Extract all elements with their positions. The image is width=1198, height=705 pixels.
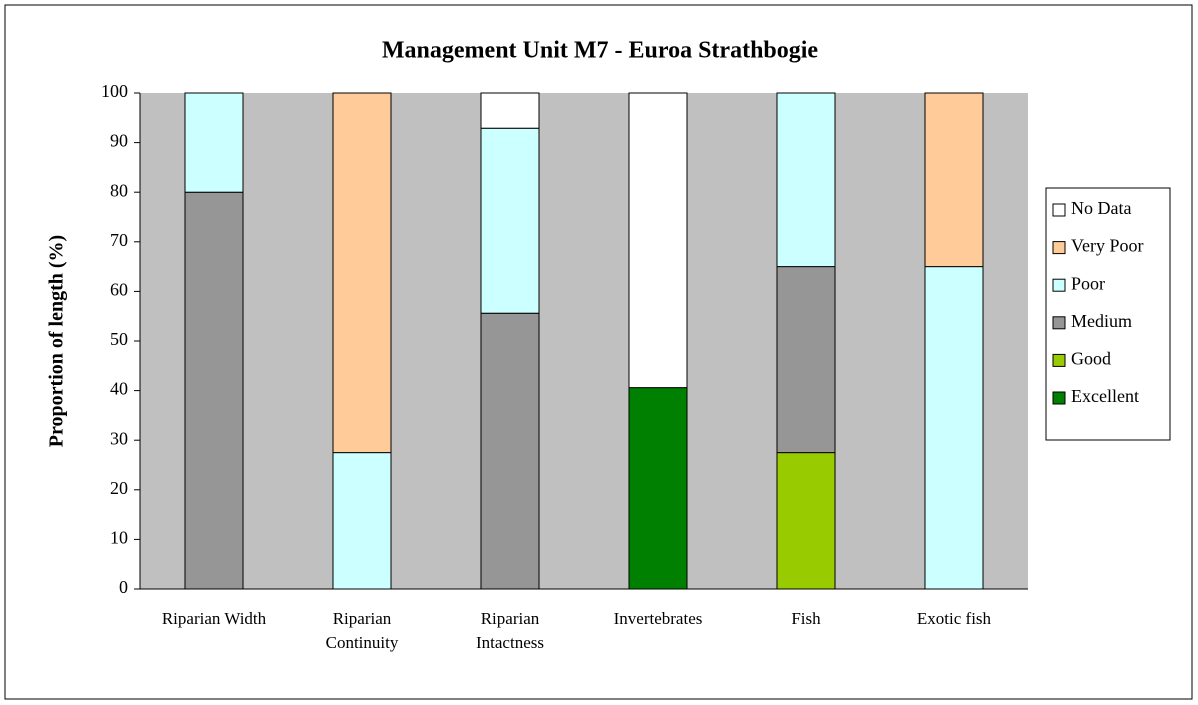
legend-label: Very Poor xyxy=(1071,236,1144,256)
bar-segment xyxy=(776,92,836,268)
bar-segment xyxy=(184,92,244,193)
y-tick-label: 0 xyxy=(119,577,128,597)
bar-segment xyxy=(776,266,836,454)
legend-swatch xyxy=(1052,316,1066,330)
chart-title: Management Unit M7 - Euroa Strathbogie xyxy=(382,38,819,64)
legend-label: Excellent xyxy=(1071,386,1139,406)
y-tick-label: 30 xyxy=(110,428,128,448)
legend-swatch xyxy=(1052,203,1066,217)
legend-swatch xyxy=(1052,353,1066,367)
bar-segment xyxy=(480,312,540,590)
x-tick-label: Riparian Width xyxy=(162,609,267,628)
legend-swatch xyxy=(1052,278,1066,292)
y-tick-label: 100 xyxy=(101,81,128,101)
x-tick-label: Fish xyxy=(791,609,821,628)
y-tick-label: 10 xyxy=(110,528,128,548)
legend-label: Medium xyxy=(1071,311,1132,331)
legend-label: Good xyxy=(1071,349,1111,369)
bar-segment xyxy=(332,452,392,590)
y-tick-label: 70 xyxy=(110,230,128,250)
x-tick-label: Exotic fish xyxy=(917,609,992,628)
x-tick-label: Riparian Continuity xyxy=(326,609,399,652)
legend-box xyxy=(1045,187,1171,441)
legend-swatch xyxy=(1052,241,1066,255)
bar-segment xyxy=(480,127,540,314)
y-tick-label: 80 xyxy=(110,180,128,200)
bar-segment xyxy=(924,266,984,590)
legend-label: No Data xyxy=(1071,198,1131,218)
x-tick-label: Invertebrates xyxy=(614,609,703,628)
y-axis-label: Proportion of length (%) xyxy=(46,235,68,447)
bar-segment xyxy=(480,92,540,129)
y-tick-label: 20 xyxy=(110,478,128,498)
y-tick-label: 60 xyxy=(110,280,128,300)
y-tick-label: 40 xyxy=(110,379,128,399)
bar-segment xyxy=(776,452,836,590)
legend-swatch xyxy=(1052,391,1066,405)
bar-segment xyxy=(332,92,392,454)
y-tick-label: 50 xyxy=(110,329,128,349)
bar-segment xyxy=(628,92,688,389)
plot-area xyxy=(140,93,1028,589)
bar-segment xyxy=(628,387,688,590)
x-tick-label: Riparian Intactness xyxy=(476,609,544,652)
bar-segment xyxy=(184,191,244,590)
y-tick-label: 90 xyxy=(110,131,128,151)
bar-segment xyxy=(924,92,984,268)
legend-label: Poor xyxy=(1071,273,1105,293)
